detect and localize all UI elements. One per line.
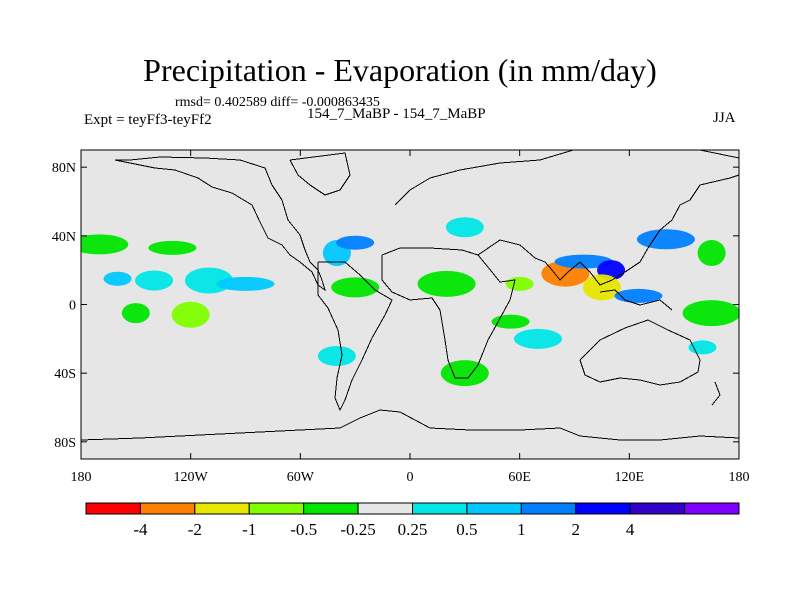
field-anomaly: [491, 314, 530, 329]
colorbar-label: 4: [626, 520, 635, 539]
lon-tick-label: 180: [729, 470, 750, 485]
field-anomaly: [135, 270, 174, 291]
lat-tick-label: 40S: [54, 367, 76, 382]
field-anomaly: [614, 288, 663, 303]
field-anomaly: [636, 229, 695, 250]
field-anomaly: [682, 300, 739, 327]
experiment-label: Expt = teyFf3-teyFf2: [84, 112, 212, 128]
colorbar-label: 0.5: [456, 520, 477, 539]
colorbar-swatch: [629, 502, 686, 515]
colorbar-label: -0.25: [340, 520, 375, 539]
colorbar-swatch: [412, 502, 468, 515]
latitude-axis: 80N 40N 0 40S 80S: [52, 161, 739, 451]
lat-tick-label: 40N: [52, 230, 76, 245]
colorbar-swatch: [520, 502, 577, 515]
lon-tick-label: 60E: [508, 470, 531, 485]
lat-tick-label: 80S: [54, 436, 76, 451]
field-anomaly: [121, 303, 150, 324]
longitude-axis: 180 120W 60W 0 60E 120E 180: [71, 150, 750, 485]
colorbar-label: 2: [572, 520, 581, 539]
field-anomaly: [103, 271, 132, 286]
lon-tick-label: 60W: [287, 470, 315, 485]
colorbar-swatch: [466, 502, 522, 515]
lon-tick-label: 120E: [615, 470, 645, 485]
colorbar-swatch: [248, 502, 305, 515]
colorbar-label: -2: [188, 520, 202, 539]
season-label: JJA: [713, 110, 736, 126]
colorbar-label: -0.5: [290, 520, 317, 539]
colorbar: -4 -2 -1 -0.5 -0.25 0.25 0.5 1 2 4: [85, 502, 740, 539]
difference-name: 154_7_MaBP - 154_7_MaBP: [307, 106, 486, 122]
colorbar-label: -4: [133, 520, 148, 539]
field-anomaly: [417, 270, 476, 297]
colorbar-label: -1: [242, 520, 256, 539]
lat-tick-label: 80N: [52, 161, 76, 176]
lon-tick-label: 180: [71, 470, 92, 485]
field-anomaly: [336, 235, 375, 250]
field-anomaly: [582, 274, 621, 301]
colorbar-swatch: [357, 502, 414, 515]
colorbar-swatch: [85, 502, 141, 515]
field-anomaly: [317, 346, 356, 366]
lon-tick-label: 0: [407, 470, 414, 485]
field-anomaly: [148, 240, 197, 255]
field-anomaly: [688, 340, 717, 355]
field-anomaly: [513, 328, 562, 349]
colorbar-swatch: [194, 502, 250, 515]
colorbar-swatch: [303, 502, 359, 515]
field-anomaly: [171, 301, 210, 328]
field-anomaly: [81, 234, 129, 255]
field-anomaly: [216, 276, 275, 291]
field-anomaly: [697, 240, 726, 266]
field-anomaly: [440, 360, 489, 387]
field-anomaly: [445, 217, 484, 238]
plot-title: Precipitation - Evaporation (in mm/day): [143, 52, 657, 88]
lon-tick-label: 120W: [174, 470, 209, 485]
field-anomaly: [554, 254, 613, 269]
rmsd-diff-stats: rmsd= 0.402589 diff= -0.000863435: [175, 95, 380, 110]
colorbar-swatch: [575, 502, 631, 515]
colorbar-label: 1: [517, 520, 526, 539]
colorbar-swatch: [139, 502, 196, 515]
field-anomaly: [505, 276, 534, 291]
colorbar-swatch: [684, 502, 740, 515]
lat-tick-label: 0: [69, 299, 76, 314]
field-anomalies: [81, 217, 739, 387]
colorbar-label: 0.25: [398, 520, 428, 539]
coastlines: [81, 150, 739, 441]
